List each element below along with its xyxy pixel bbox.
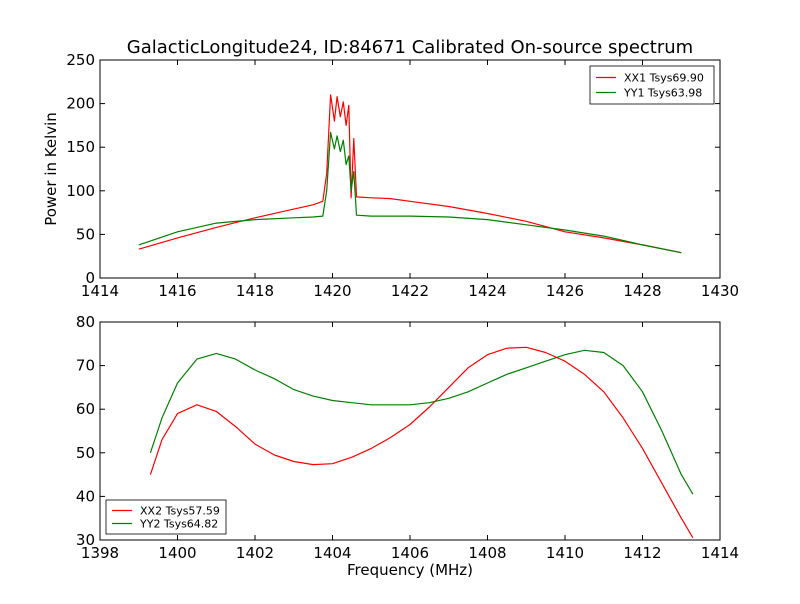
x-tick-label: 1422 bbox=[391, 282, 429, 300]
x-tick-label: 1408 bbox=[468, 544, 506, 562]
series-line-yy1 bbox=[138, 131, 682, 254]
x-tick-label: 1410 bbox=[546, 544, 584, 562]
x-tick-label: 1430 bbox=[701, 282, 739, 300]
chart-panel-2: 1398 1400 1402 1404 1406 1408 1410 1412 1414 30 40… bbox=[76, 313, 739, 579]
x-tick-label: 1414 bbox=[701, 544, 739, 562]
y-tick-label: 70 bbox=[76, 357, 95, 375]
x-tick-label: 1424 bbox=[468, 282, 506, 300]
series-line-xx2 bbox=[149, 346, 694, 539]
y-tick-label: 50 bbox=[76, 444, 95, 462]
x-tick-label: 1400 bbox=[158, 544, 196, 562]
y-tick-label: 0 bbox=[85, 269, 95, 287]
legend-label: YY1 Tsys63.98 bbox=[623, 87, 702, 100]
legend-box bbox=[589, 65, 715, 105]
x-tick-label: 1398 bbox=[81, 544, 119, 562]
y-tick-label: 200 bbox=[66, 95, 95, 113]
plot-frame bbox=[99, 59, 721, 279]
y-tick-label: 250 bbox=[66, 51, 95, 69]
series-line-yy2 bbox=[149, 349, 694, 495]
x-tick-label: 1428 bbox=[623, 282, 661, 300]
legend-label: XX2 Tsys57.59 bbox=[140, 505, 220, 518]
y-axis-label: Power in Kelvin bbox=[42, 112, 60, 226]
x-tick-label: 1420 bbox=[313, 282, 351, 300]
x-tick-label: 1414 bbox=[81, 282, 119, 300]
legend-box bbox=[105, 499, 227, 535]
y-tick-label: 50 bbox=[76, 225, 95, 243]
y-tick-label: 40 bbox=[76, 487, 95, 505]
x-tick-label: 1416 bbox=[158, 282, 196, 300]
x-tick-label: 1426 bbox=[546, 282, 584, 300]
y-tick-label: 60 bbox=[76, 400, 95, 418]
x-axis-label: Frequency (MHz) bbox=[347, 561, 473, 579]
x-tick-label: 1402 bbox=[236, 544, 274, 562]
y-tick-label: 100 bbox=[66, 182, 95, 200]
x-tick-label: 1406 bbox=[391, 544, 429, 562]
y-tick-label: 80 bbox=[76, 313, 95, 331]
legend: XX1 Tsys69.90 YY1 Tsys63.98 bbox=[589, 65, 715, 105]
plot-frame bbox=[99, 321, 721, 541]
figure-title: GalacticLongitude24, ID:84671 Calibrated… bbox=[127, 37, 693, 58]
x-tick-label: 1418 bbox=[236, 282, 274, 300]
legend-label: YY2 Tsys64.82 bbox=[139, 518, 218, 531]
legend-label: XX1 Tsys69.90 bbox=[624, 72, 704, 85]
y-tick-label: 30 bbox=[76, 531, 95, 549]
x-tick-label: 1404 bbox=[313, 544, 351, 562]
chart-panel-1: 1414 1416 1418 1420 1422 1424 1426 1428 1430 0 50 1… bbox=[42, 51, 739, 300]
y-tick-label: 150 bbox=[66, 138, 95, 156]
x-tick-label: 1412 bbox=[623, 544, 661, 562]
series-line-xx1 bbox=[138, 94, 682, 254]
